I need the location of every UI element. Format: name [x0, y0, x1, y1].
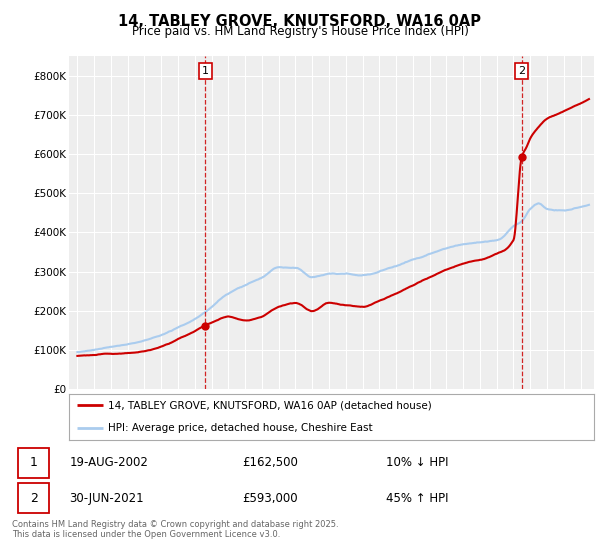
- FancyBboxPatch shape: [18, 447, 49, 478]
- FancyBboxPatch shape: [18, 483, 49, 514]
- Text: 30-JUN-2021: 30-JUN-2021: [70, 492, 144, 505]
- Text: £593,000: £593,000: [242, 492, 298, 505]
- Text: Price paid vs. HM Land Registry's House Price Index (HPI): Price paid vs. HM Land Registry's House …: [131, 25, 469, 38]
- Text: 2: 2: [518, 66, 525, 76]
- Text: HPI: Average price, detached house, Cheshire East: HPI: Average price, detached house, Ches…: [109, 423, 373, 433]
- Text: 19-AUG-2002: 19-AUG-2002: [70, 456, 148, 469]
- Text: 14, TABLEY GROVE, KNUTSFORD, WA16 0AP: 14, TABLEY GROVE, KNUTSFORD, WA16 0AP: [119, 14, 482, 29]
- Text: 14, TABLEY GROVE, KNUTSFORD, WA16 0AP (detached house): 14, TABLEY GROVE, KNUTSFORD, WA16 0AP (d…: [109, 400, 432, 410]
- Text: £162,500: £162,500: [242, 456, 298, 469]
- Text: 2: 2: [29, 492, 38, 505]
- Text: 1: 1: [29, 456, 38, 469]
- Text: 1: 1: [202, 66, 209, 76]
- Text: 45% ↑ HPI: 45% ↑ HPI: [386, 492, 449, 505]
- Text: Contains HM Land Registry data © Crown copyright and database right 2025.
This d: Contains HM Land Registry data © Crown c…: [12, 520, 338, 539]
- Text: 10% ↓ HPI: 10% ↓ HPI: [386, 456, 449, 469]
